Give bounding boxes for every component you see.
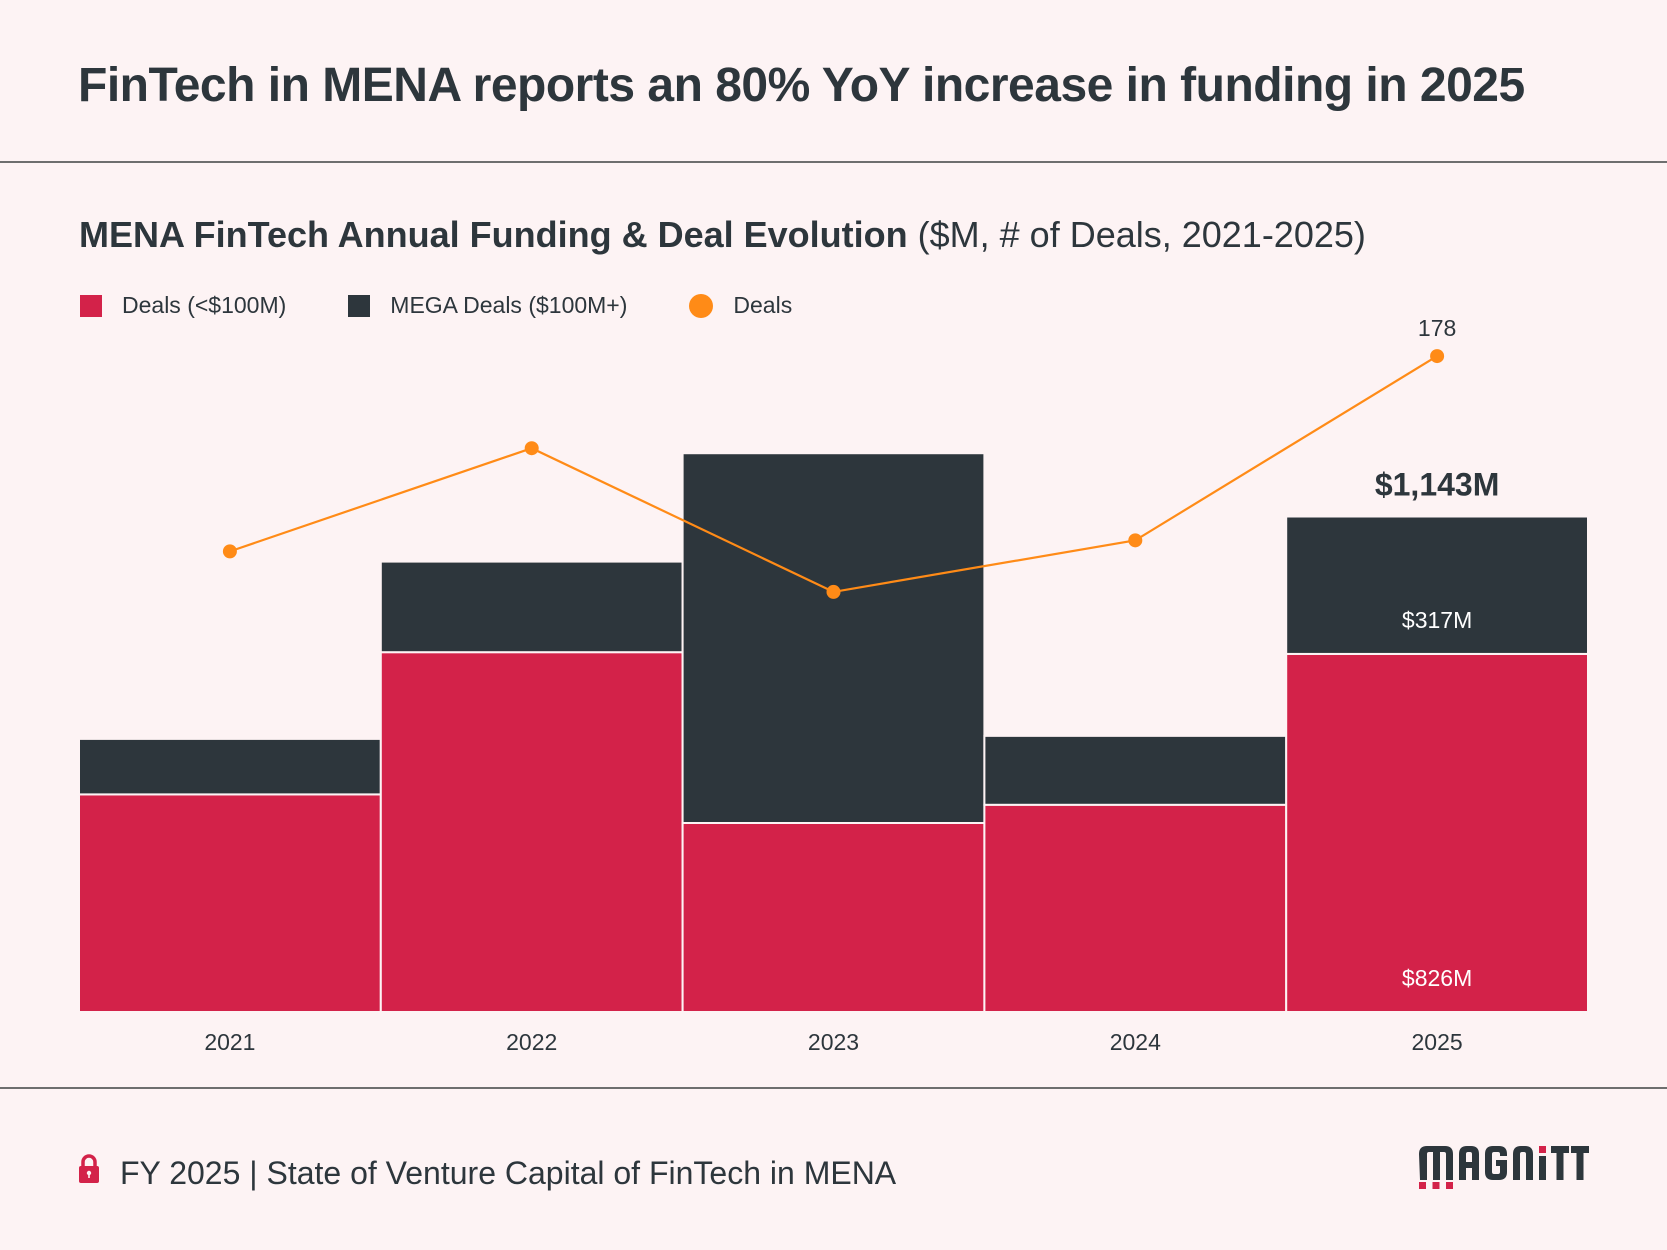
deals-point-2025	[1430, 349, 1445, 364]
footer: FY 2025 | State of Venture Capital of Fi…	[78, 1154, 896, 1192]
bar-deals-small-2024	[983, 803, 1288, 1013]
deals-point-2021	[222, 544, 237, 559]
legend-swatch-deals-small	[80, 294, 102, 317]
bar-mega-deals-2024	[983, 734, 1288, 806]
x-tick-label: 2021	[204, 1029, 255, 1055]
x-tick-label: 2024	[1110, 1029, 1161, 1055]
line-layer	[222, 349, 1445, 599]
legend-label: Deals	[733, 292, 793, 318]
x-tick-label: 2022	[506, 1029, 557, 1055]
bar-mega-deals-2022	[379, 560, 684, 654]
legend-item-deals-small: Deals (<$100M)	[80, 292, 286, 319]
labels-layer: 2021 2022 2023 2024 2025 178 $1,143M $317M $826M	[204, 315, 1499, 1055]
legend-swatch-mega-deals	[348, 294, 371, 317]
footer-divider	[0, 1087, 1667, 1089]
deals-point-2022	[524, 441, 539, 456]
x-tick-label: 2025	[1412, 1029, 1463, 1055]
lock-icon	[78, 1154, 100, 1192]
magnitt-logo	[1417, 1144, 1589, 1195]
mega-deals-data-label: $317M	[1402, 607, 1472, 633]
chart-subtitle-normal: ($M, # of Deals, 2021-2025)	[907, 214, 1366, 255]
page-title: FinTech in MENA reports an 80% YoY incre…	[78, 59, 1525, 112]
bar-deals-small-2021	[78, 793, 382, 1013]
bars-layer	[78, 452, 1589, 1014]
deals-point-2024	[1128, 533, 1143, 548]
header-divider	[0, 161, 1667, 163]
chart-subtitle-bold: MENA FinTech Annual Funding & Deal Evolu…	[79, 214, 908, 255]
legend-swatch-deal-count	[689, 293, 714, 318]
footer-text: FY 2025 | State of Venture Capital of Fi…	[120, 1154, 897, 1191]
bar-deals-small-2023	[681, 821, 986, 1014]
legend-label: Deals (<$100M)	[122, 292, 287, 318]
deals-small-data-label: $826M	[1402, 965, 1472, 991]
bar-deals-small-2022	[379, 651, 684, 1013]
deals-point-2023	[826, 584, 841, 599]
bar-deals-small-2025	[1285, 652, 1589, 1014]
deals-data-label: 178	[1418, 315, 1456, 341]
bar-mega-deals-2023	[681, 452, 986, 824]
legend-item-deal-count: Deals	[689, 292, 792, 319]
chart-subtitle: MENA FinTech Annual Funding & Deal Evolu…	[79, 214, 1366, 256]
legend-item-mega-deals: MEGA Deals ($100M+)	[348, 292, 627, 319]
x-tick-label: 2023	[808, 1029, 859, 1055]
chart-legend: Deals (<$100M) MEGA Deals ($100M+) Deals	[80, 292, 854, 319]
total-funding-label: $1,143M	[1375, 467, 1500, 503]
legend-label: MEGA Deals ($100M+)	[390, 292, 628, 318]
bar-mega-deals-2021	[78, 737, 382, 796]
bar-mega-deals-2025	[1285, 515, 1589, 655]
